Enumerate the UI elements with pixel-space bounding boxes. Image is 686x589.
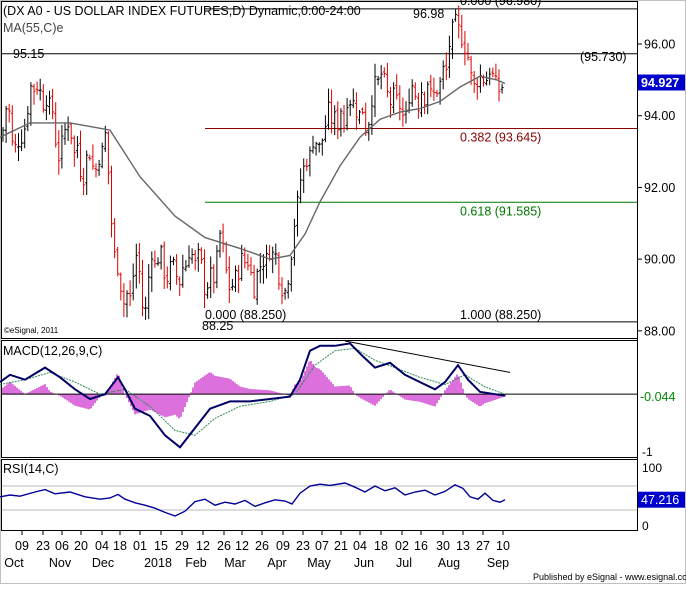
- fib-label: 0.000 (88.250): [205, 308, 286, 322]
- ma-55-line: [0, 75, 506, 260]
- month-label: Jun: [354, 556, 374, 570]
- fib-label: 0.000 (96.980): [460, 0, 541, 8]
- time-tick-label: 26: [217, 539, 231, 553]
- footer-text: Published by eSignal - www.esignal.com: [533, 572, 686, 582]
- time-tick-label: 15: [154, 539, 168, 553]
- macd-signal-line: [0, 347, 506, 436]
- rsi-tick-0: 0: [642, 519, 649, 533]
- rsi-line: [0, 482, 506, 517]
- time-tick-label: 07: [315, 539, 329, 553]
- left-level-label: 95.15: [13, 47, 44, 61]
- rsi-current-box: [638, 491, 685, 508]
- time-tick-label: 10: [496, 539, 510, 553]
- month-label: Oct: [4, 556, 24, 570]
- current-price-value: 94.927: [641, 76, 679, 90]
- macd-line: [0, 342, 506, 449]
- fib-label: 0.382 (93.645): [460, 131, 541, 145]
- month-label: Apr: [267, 556, 286, 570]
- month-label: Mar: [224, 556, 246, 570]
- macd-trendline: [344, 340, 511, 373]
- macd-current-box: [638, 388, 685, 405]
- time-tick-label: 13: [456, 539, 470, 553]
- time-tick-label: 29: [175, 539, 189, 553]
- time-tick-label: 09: [15, 539, 29, 553]
- price-bars: [1, 5, 504, 320]
- time-tick-label: 30: [436, 539, 450, 553]
- month-label: May: [307, 556, 331, 570]
- time-axis: 09 23 06 20 04 18 01 15 29 12 26 12 26 09 23 07 21 04 18 02…: [4, 531, 510, 570]
- time-tick-label: 18: [113, 539, 127, 553]
- time-tick-label: 26: [255, 539, 269, 553]
- ma-legend: MA(55,C)e: [3, 21, 63, 35]
- month-label: Dec: [92, 556, 114, 570]
- time-tick-label: 27: [476, 539, 490, 553]
- copyright-text: ©eSignal, 2011: [4, 326, 59, 335]
- price-tick-label: 94.00: [644, 109, 675, 123]
- time-tick-label: 04: [353, 539, 367, 553]
- price-tick-label: 96.00: [644, 38, 675, 52]
- chart-title: (DX A0 - US DOLLAR INDEX FUTURES,D) Dyna…: [3, 4, 361, 18]
- time-tick-label: 02: [395, 539, 409, 553]
- low-label: 88.25: [202, 319, 233, 333]
- time-tick-label: 20: [74, 539, 88, 553]
- macd-current-value: -0.044: [640, 390, 675, 404]
- time-tick-label: 21: [334, 539, 348, 553]
- macd-tick-label: -1: [642, 445, 653, 459]
- right-level-label: (95.730): [580, 50, 627, 64]
- rsi-legend: RSI(14,C): [3, 462, 59, 476]
- fib-label: 1.000 (88.250): [460, 308, 541, 322]
- time-tick-label: 01: [133, 539, 147, 553]
- rsi-tick-100: 100: [642, 461, 662, 475]
- month-label: 2018: [144, 556, 172, 570]
- time-tick-label: 09: [276, 539, 290, 553]
- fib-label: 0.618 (91.585): [460, 204, 541, 218]
- time-tick-label: 12: [235, 539, 249, 553]
- time-tick-label: 23: [296, 539, 310, 553]
- price-tick-label: 90.00: [644, 253, 675, 267]
- time-tick-label: 18: [374, 539, 388, 553]
- month-label: Sep: [487, 556, 509, 570]
- high-label: 96.98: [413, 7, 444, 21]
- time-tick-label: 04: [95, 539, 109, 553]
- month-label: Nov: [49, 556, 72, 570]
- macd-legend: MACD(12,26,9,C): [3, 344, 102, 358]
- fibonacci-levels: 0.000 (96.980) 0.382 (93.645) 0.618 (91.58…: [2, 0, 637, 323]
- current-price-box: [638, 74, 685, 91]
- month-label: Aug: [438, 556, 460, 570]
- month-label: Jul: [396, 556, 412, 570]
- time-tick-label: 16: [414, 539, 428, 553]
- time-tick-label: 06: [55, 539, 69, 553]
- price-tick-label: 92.00: [644, 181, 675, 195]
- price-axis-ticks: 96.00 94.00 92.00 90.00 88.00: [637, 38, 675, 338]
- price-tick-label: 88.00: [644, 324, 675, 338]
- rsi-current-value: 47.216: [641, 493, 679, 507]
- time-tick-label: 12: [196, 539, 210, 553]
- month-label: Feb: [185, 556, 207, 570]
- time-tick-label: 23: [36, 539, 50, 553]
